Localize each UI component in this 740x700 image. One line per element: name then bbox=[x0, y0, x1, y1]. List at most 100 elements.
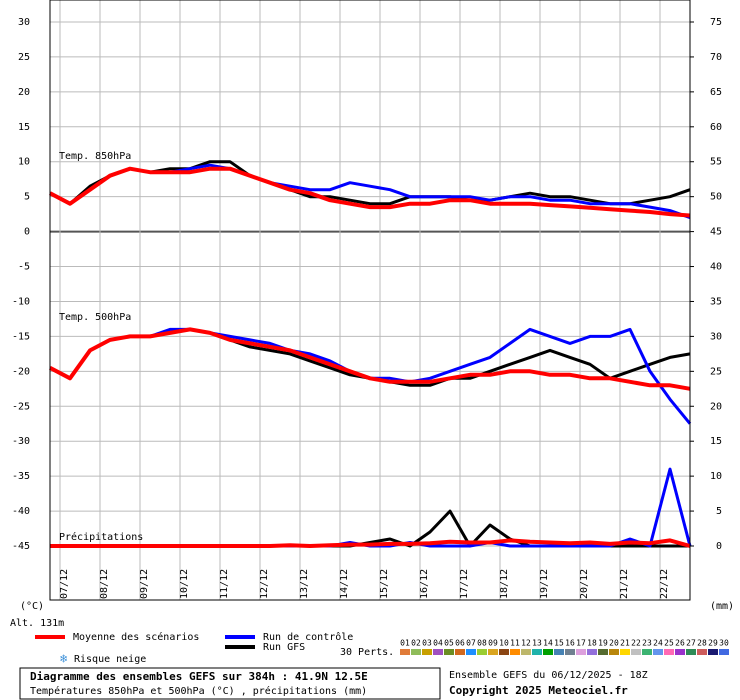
perturbation-swatch bbox=[532, 649, 542, 655]
x-tick-label: 12/12 bbox=[259, 569, 270, 599]
perturbation-label: 24 bbox=[653, 639, 663, 648]
perturbation-swatch bbox=[411, 649, 421, 655]
perturbations-label: 30 Perts. bbox=[340, 647, 394, 658]
perturbation-swatch bbox=[631, 649, 641, 655]
snow-icon: ❄ bbox=[60, 652, 67, 666]
plot bbox=[49, 160, 692, 548]
x-tick-label: 16/12 bbox=[419, 569, 430, 599]
y2-tick-label: 0 bbox=[716, 541, 722, 552]
perturbation-label: 12 bbox=[521, 639, 531, 648]
y-axis-label: (°C) bbox=[20, 601, 44, 612]
y-tick-label: -15 bbox=[12, 331, 30, 342]
y-tick-label: 25 bbox=[18, 52, 30, 63]
run-info: Ensemble GEFS du 06/12/2025 - 18Z bbox=[449, 670, 648, 681]
plot-frame bbox=[49, 0, 691, 601]
grid bbox=[50, 0, 690, 600]
label-precip: Précipitations bbox=[59, 531, 143, 543]
y2-tick-label: 70 bbox=[710, 52, 722, 63]
perturbation-swatch bbox=[510, 649, 520, 655]
perturbation-label: 13 bbox=[532, 639, 542, 648]
perturbation-swatch bbox=[433, 649, 443, 655]
perturbation-swatch bbox=[587, 649, 597, 655]
y2-tick-label: 50 bbox=[710, 192, 722, 203]
perturbation-swatch bbox=[719, 649, 729, 655]
y2-axis-label: (mm) bbox=[710, 601, 734, 612]
perturbation-swatch bbox=[609, 649, 619, 655]
y-tick-label: -25 bbox=[12, 401, 30, 412]
perturbation-label: 17 bbox=[576, 639, 586, 648]
perturbation-label: 27 bbox=[686, 639, 696, 648]
x-tick-label: 09/12 bbox=[139, 569, 150, 599]
y-tick-label: -20 bbox=[12, 366, 30, 377]
perturbation-label: 06 bbox=[455, 639, 465, 648]
x-tick-label: 14/12 bbox=[339, 569, 350, 599]
y-tick-label: -5 bbox=[18, 262, 30, 273]
perturbation-swatch bbox=[400, 649, 410, 655]
perturbation-swatch bbox=[466, 649, 476, 655]
perturbation-label: 21 bbox=[620, 639, 630, 648]
x-tick-label: 13/12 bbox=[299, 569, 310, 599]
perturbation-label: 03 bbox=[422, 639, 432, 648]
perturbation-swatch bbox=[664, 649, 674, 655]
title-box bbox=[19, 667, 441, 700]
y2-tick-label: 75 bbox=[710, 17, 722, 28]
label-850: Temp. 850hPa bbox=[59, 151, 131, 162]
perturbation-label: 20 bbox=[609, 639, 619, 648]
x-tick-label: 15/12 bbox=[379, 569, 390, 599]
y-tick-label: -45 bbox=[12, 541, 30, 552]
perturbation-label: 18 bbox=[587, 639, 597, 648]
perturbation-swatch bbox=[543, 649, 553, 655]
series-line bbox=[49, 327, 691, 391]
y-tick-label: 15 bbox=[18, 122, 30, 133]
perturbation-swatch bbox=[488, 649, 498, 655]
perturbation-swatch bbox=[422, 649, 432, 655]
perturbation-swatch bbox=[653, 649, 663, 655]
legend-label: Moyenne des scénarios bbox=[73, 631, 199, 643]
y2-tick-label: 5 bbox=[716, 506, 722, 517]
perturbation-label: 05 bbox=[444, 639, 454, 648]
label-500: Temp. 500hPa bbox=[59, 312, 131, 323]
perturbation-label: 28 bbox=[697, 639, 707, 648]
x-tick-label: 07/12 bbox=[59, 569, 70, 599]
perturbation-swatch bbox=[554, 649, 564, 655]
perturbation-label: 01 bbox=[400, 639, 410, 648]
y-tick-label: -30 bbox=[12, 436, 30, 447]
perturbation-swatch bbox=[675, 649, 685, 655]
series-line bbox=[50, 538, 691, 548]
perturbation-swatch bbox=[455, 649, 465, 655]
x-tick-label: 17/12 bbox=[459, 569, 470, 599]
y2-tick-label: 15 bbox=[710, 436, 722, 447]
y2-tick-label: 45 bbox=[710, 227, 722, 238]
perturbation-label: 11 bbox=[510, 639, 520, 648]
snow-label: Risque neige bbox=[74, 654, 146, 665]
perturbation-swatch bbox=[708, 649, 718, 655]
perturbation-swatch bbox=[598, 649, 608, 655]
perturbation-label: 04 bbox=[433, 639, 443, 648]
altitude: Alt. 131m bbox=[10, 618, 64, 629]
perturbation-swatch bbox=[521, 649, 531, 655]
y-tick-label: 5 bbox=[24, 192, 30, 203]
y-tick-label: 20 bbox=[18, 87, 30, 98]
perturbation-swatch bbox=[444, 649, 454, 655]
perturbation-label: 02 bbox=[411, 639, 421, 648]
perturbation-label: 15 bbox=[554, 639, 564, 648]
x-tick-label: 21/12 bbox=[619, 569, 630, 599]
perturbation-swatch bbox=[565, 649, 575, 655]
y2-tick-label: 30 bbox=[710, 331, 722, 342]
perturbation-label: 10 bbox=[499, 639, 509, 648]
y-tick-label: 0 bbox=[24, 227, 30, 238]
perturbation-label: 29 bbox=[708, 639, 718, 648]
perturbation-label: 25 bbox=[664, 639, 674, 648]
perturbation-label: 22 bbox=[631, 639, 641, 648]
perturbation-label: 19 bbox=[598, 639, 608, 648]
x-tick-label: 18/12 bbox=[499, 569, 510, 599]
y-tick-label: 10 bbox=[18, 157, 30, 168]
x-tick-label: 19/12 bbox=[539, 569, 550, 599]
chart-title: Diagramme des ensembles GEFS sur 384h : … bbox=[30, 670, 368, 683]
y2-tick-label: 35 bbox=[710, 296, 722, 307]
perturbation-label: 30 bbox=[719, 639, 729, 648]
perturbation-label: 09 bbox=[488, 639, 498, 648]
chart-subtitle: Températures 850hPa et 500hPa (°C) , pré… bbox=[30, 685, 367, 697]
